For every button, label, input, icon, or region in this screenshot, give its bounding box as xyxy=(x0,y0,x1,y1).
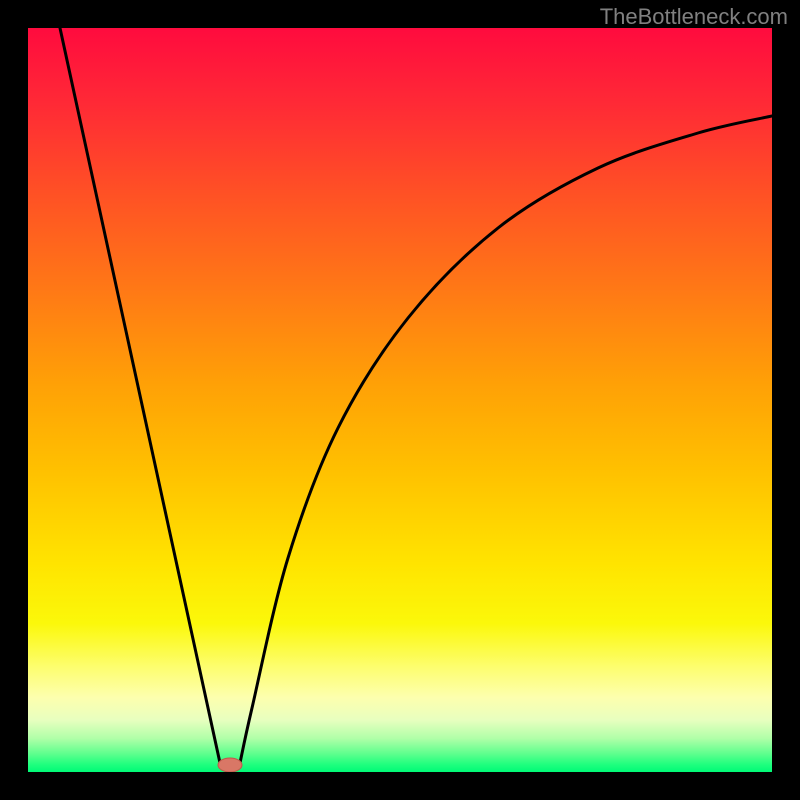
chart-plot-area xyxy=(28,28,772,772)
minimum-marker xyxy=(218,758,242,772)
curve-left-branch xyxy=(60,28,220,763)
curve-right-branch xyxy=(240,116,772,763)
watermark-label: TheBottleneck.com xyxy=(600,4,788,30)
chart-curve-layer xyxy=(28,28,772,772)
